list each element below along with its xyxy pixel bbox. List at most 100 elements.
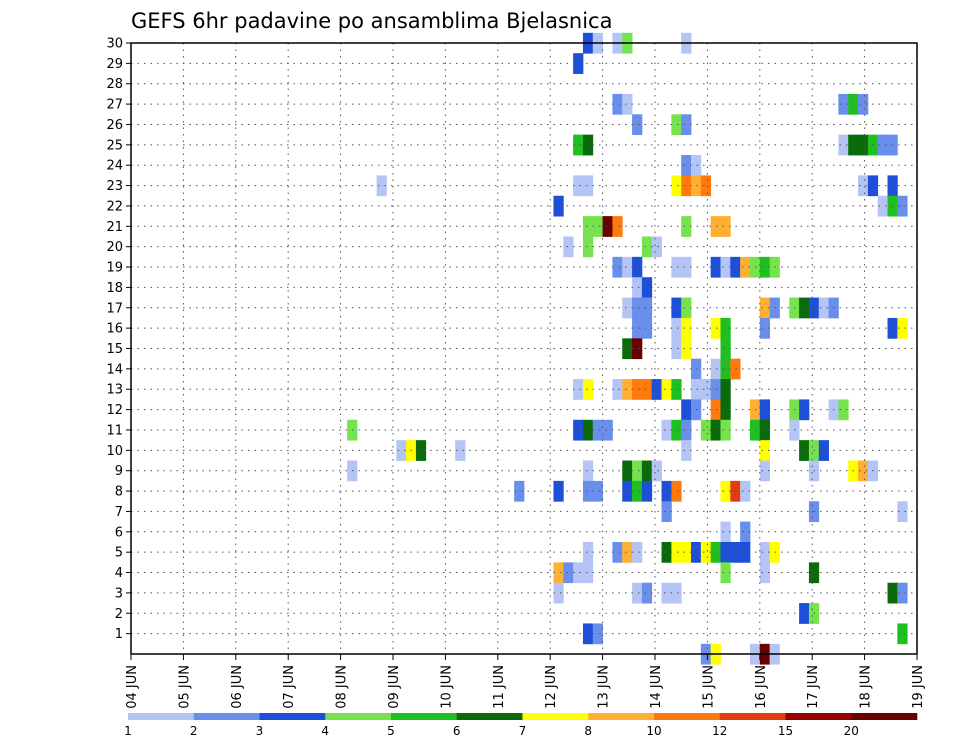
x-tick-label: 18 JUN <box>859 665 874 709</box>
x-tick-label: 06 JUN <box>230 665 245 709</box>
x-tick-label: 04 JUN <box>125 665 140 709</box>
y-tick-label: 20 <box>106 240 123 255</box>
y-tick-label: 10 <box>106 444 123 459</box>
y-tick-label: 11 <box>106 423 123 438</box>
precip-cell <box>573 379 584 400</box>
precip-cell <box>700 419 712 441</box>
precip-cell <box>632 338 643 360</box>
precip-cell <box>641 582 653 604</box>
y-tick-label: 2 <box>115 607 123 622</box>
precip-cell <box>818 297 829 319</box>
precip-cell <box>622 541 633 563</box>
precip-cell <box>720 317 731 339</box>
colorbar-label: 12 <box>712 724 727 738</box>
precip-cell <box>838 134 849 156</box>
precip-cell <box>582 216 594 237</box>
precip-cell <box>632 256 643 278</box>
precip-cell <box>632 379 643 400</box>
precip-cell <box>622 256 633 278</box>
precip-cell <box>632 277 643 298</box>
precip-cell <box>740 480 751 502</box>
precip-cell <box>681 419 692 441</box>
precip-cell <box>582 460 594 482</box>
precip-cell <box>582 175 594 197</box>
precip-cell <box>622 480 633 502</box>
precip-cell <box>681 155 692 176</box>
x-tick-label: 09 JUN <box>387 665 402 709</box>
precip-cell <box>602 419 613 441</box>
precip-cell <box>632 460 643 482</box>
precip-cell <box>730 480 741 502</box>
precip-cell <box>858 460 869 482</box>
precip-cell <box>720 480 731 502</box>
precip-cell <box>720 541 731 563</box>
precip-cell <box>651 460 662 482</box>
precip-cell <box>799 603 810 624</box>
colorbar-label: 5 <box>387 724 395 738</box>
precip-cell <box>582 480 594 502</box>
precip-cell <box>799 440 810 461</box>
x-tick-label: 14 JUN <box>649 665 664 709</box>
y-tick-label: 6 <box>115 525 123 540</box>
precip-cell <box>582 379 594 400</box>
precip-cell <box>700 175 712 197</box>
precip-cell <box>553 480 564 502</box>
precip-cell <box>514 480 525 502</box>
precip-cell <box>592 480 603 502</box>
colorbar-label: 20 <box>844 724 859 738</box>
precip-cell <box>710 399 721 421</box>
colorbar-swatch <box>719 713 786 720</box>
precip-cell <box>730 541 741 563</box>
colorbar-label: 15 <box>778 724 793 738</box>
precip-cell <box>710 541 721 563</box>
precip-cell <box>691 175 702 197</box>
precip-cell <box>897 501 908 523</box>
precip-cell <box>700 541 712 563</box>
precip-cell <box>681 338 692 360</box>
precip-cell <box>681 541 692 563</box>
precip-cell <box>681 440 692 461</box>
precip-cell <box>612 541 623 563</box>
precip-cell <box>877 195 888 217</box>
y-tick-label: 17 <box>106 301 123 316</box>
precip-cell <box>730 358 741 380</box>
precip-cell <box>632 582 643 604</box>
precip-cell <box>740 521 751 543</box>
y-tick-label: 19 <box>106 261 123 276</box>
precip-cell <box>661 480 672 502</box>
y-tick-label: 12 <box>106 403 123 418</box>
precip-cell <box>740 541 751 563</box>
precip-cell <box>897 623 908 645</box>
precip-cell <box>691 541 702 563</box>
precip-cell <box>632 541 643 563</box>
x-tick-label: 16 JUN <box>754 665 769 709</box>
precip-cell <box>641 379 653 400</box>
precip-cell <box>720 358 731 380</box>
colorbar-swatch <box>654 713 721 720</box>
precip-cell <box>582 134 594 156</box>
precip-cell <box>691 155 702 176</box>
y-tick-label: 26 <box>106 118 123 133</box>
precip-cell <box>592 216 603 237</box>
chart-title: GEFS 6hr padavine po ansamblima Bjelasni… <box>131 9 612 33</box>
precip-cell <box>740 256 751 278</box>
precip-cell <box>582 419 594 441</box>
precip-cell <box>415 440 427 461</box>
precip-cell <box>612 216 623 237</box>
precip-cell <box>632 297 643 319</box>
precip-cell <box>573 419 584 441</box>
colorbar-label: 4 <box>321 724 329 738</box>
colorbar-swatch <box>588 713 655 720</box>
precip-cell <box>553 562 564 584</box>
x-tick-label: 17 JUN <box>806 665 821 709</box>
precip-cell <box>710 317 721 339</box>
x-tick-label: 08 JUN <box>335 665 350 709</box>
x-tick-label: 07 JUN <box>282 665 297 709</box>
precip-cell <box>759 317 771 339</box>
y-tick-label: 30 <box>106 37 123 52</box>
precip-cell <box>759 256 771 278</box>
colorbar-label: 3 <box>256 724 264 738</box>
precip-cell <box>671 582 682 604</box>
y-tick-label: 21 <box>106 220 123 235</box>
